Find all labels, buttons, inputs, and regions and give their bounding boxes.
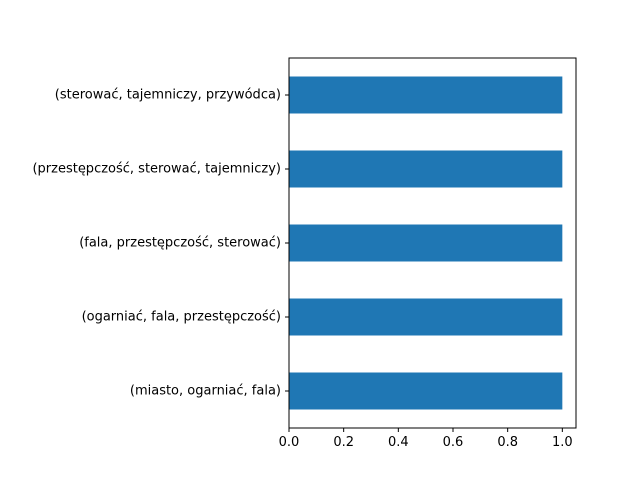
labels-layer: (miasto, ogarniać, fala) (ogarniać, fala,…: [32, 88, 572, 451]
y-tick-label: (miasto, ogarniać, fala): [130, 384, 281, 399]
y-tick-label: (przestępczość, sterować, tajemniczy): [32, 162, 281, 177]
x-tick-label: 0.4: [388, 435, 409, 450]
y-tick-label: (sterować, tajemniczy, przywódca): [55, 88, 281, 103]
bar: [289, 372, 563, 410]
x-tick-label: 1.0: [552, 435, 573, 450]
bar: [289, 224, 563, 262]
bar: [289, 150, 563, 188]
bar: [289, 76, 563, 114]
y-tick-label: (ogarniać, fala, przestępczość): [82, 310, 281, 325]
plot-frame: [288, 57, 577, 429]
y-tick-label: (fala, przestępczość, sterować): [79, 236, 281, 251]
bars-layer: [289, 76, 563, 410]
bar: [289, 298, 563, 336]
x-tick-label: 0.0: [279, 435, 300, 450]
x-tick-label: 0.6: [443, 435, 464, 450]
x-tick-label: 0.2: [333, 435, 354, 450]
axes-layer: [285, 57, 577, 432]
x-tick-label: 0.8: [497, 435, 518, 450]
